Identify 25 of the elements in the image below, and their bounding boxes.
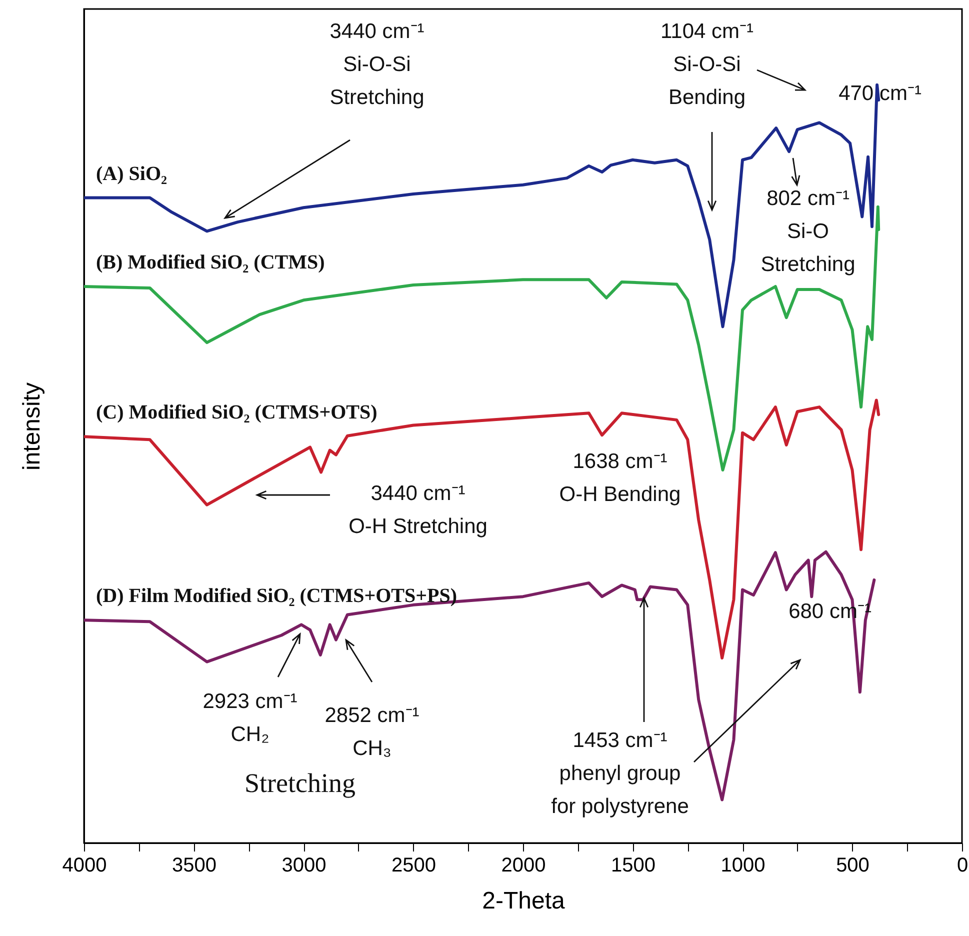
x-tick-label: 1000 <box>720 854 766 876</box>
annotation: 802 cm⁻¹ Si-O Stretching <box>760 187 856 276</box>
annotation: 2852 cm⁻¹ CH₃ <box>324 704 420 760</box>
y-axis-title: intensity <box>18 382 46 471</box>
annotation: 3440 cm⁻¹ O-H Stretching <box>348 482 488 538</box>
x-tick-label: 3000 <box>282 854 326 876</box>
x-tick-label: 1500 <box>611 854 656 876</box>
series-label: (A) SiO₂ <box>96 162 167 185</box>
series-label: (D) Film Modified SiO₂ (CTMS+OTS+PS) <box>96 585 458 608</box>
annotation: Stretching <box>244 768 356 798</box>
x-tick-label: 4000 <box>62 854 107 876</box>
annotation: 470 cm⁻¹ <box>838 82 922 105</box>
x-axis-title: 2-Theta <box>482 888 566 914</box>
annotation: 1638 cm⁻¹ O-H Bending <box>559 450 681 506</box>
x-tick-label: 0 <box>956 854 968 876</box>
annotation: 1104 cm⁻¹ Si-O-Si Bending <box>660 20 754 109</box>
annotation: 1453 cm⁻¹ phenyl group for polystyrene <box>551 729 689 818</box>
series-label: (B) Modified SiO₂ (CTMS) <box>96 251 325 274</box>
x-tick-label: 500 <box>836 854 870 876</box>
x-tick-label: 2500 <box>392 854 436 876</box>
x-tick-label: 3500 <box>172 854 216 876</box>
annotation: 3440 cm⁻¹ Si-O-Si Stretching <box>330 20 424 109</box>
series-label: (C) Modified SiO₂ (CTMS+OTS) <box>96 402 378 424</box>
x-tick-label: 2000 <box>501 854 546 876</box>
annotation: 2923 cm⁻¹ CH₂ <box>202 690 298 746</box>
